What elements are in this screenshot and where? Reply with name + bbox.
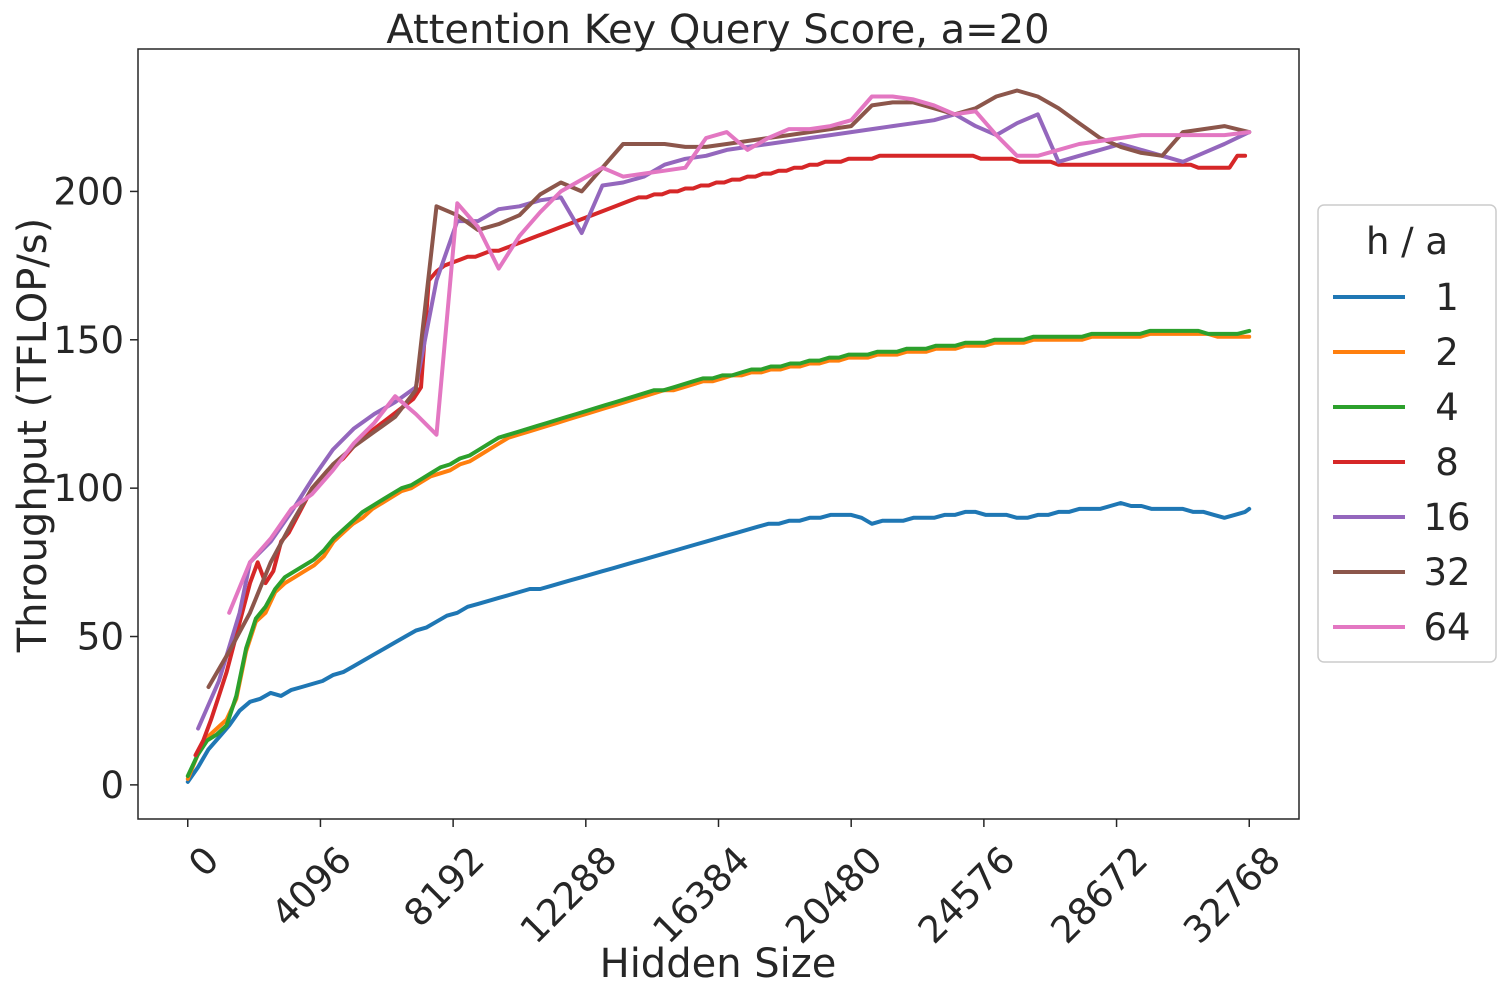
legend-frame	[1317, 204, 1497, 663]
legend-title: h / a	[1366, 220, 1448, 263]
y-tick-label: 100	[53, 467, 124, 510]
legend-label-1: 1	[1435, 276, 1459, 319]
y-axis-ticks: 0 50 100 150 200	[53, 170, 138, 807]
series-line-2	[185, 331, 1252, 781]
y-tick-label: 0	[100, 764, 124, 807]
x-axis-label: Hidden Size	[600, 941, 837, 987]
legend-label-32: 32	[1423, 551, 1470, 594]
y-tick-label: 150	[53, 319, 124, 362]
legend-label-4: 4	[1435, 386, 1459, 429]
series-line-64	[227, 94, 1252, 615]
series-line-16	[196, 112, 1252, 731]
legend-entries: 1 2 4 8 16 32 64	[1333, 276, 1471, 649]
legend-label-2: 2	[1435, 331, 1459, 374]
y-axis-label: Throughput (TFLOP/s)	[10, 218, 56, 654]
legend-label-16: 16	[1423, 496, 1470, 539]
chart-title: Attention Key Query Score, a=20	[386, 7, 1049, 53]
legend-label-8: 8	[1435, 441, 1459, 484]
plot-lines	[185, 88, 1252, 784]
legend: h / a 1 2 4 8 16 32 64	[1317, 204, 1497, 663]
legend-label-64: 64	[1423, 606, 1470, 649]
y-tick-label: 50	[77, 616, 124, 659]
series-line-4	[185, 328, 1252, 778]
y-tick-label: 200	[53, 170, 124, 213]
series-line-8	[193, 153, 1248, 758]
series-line-1	[185, 501, 1252, 784]
series-line-32	[206, 88, 1252, 689]
